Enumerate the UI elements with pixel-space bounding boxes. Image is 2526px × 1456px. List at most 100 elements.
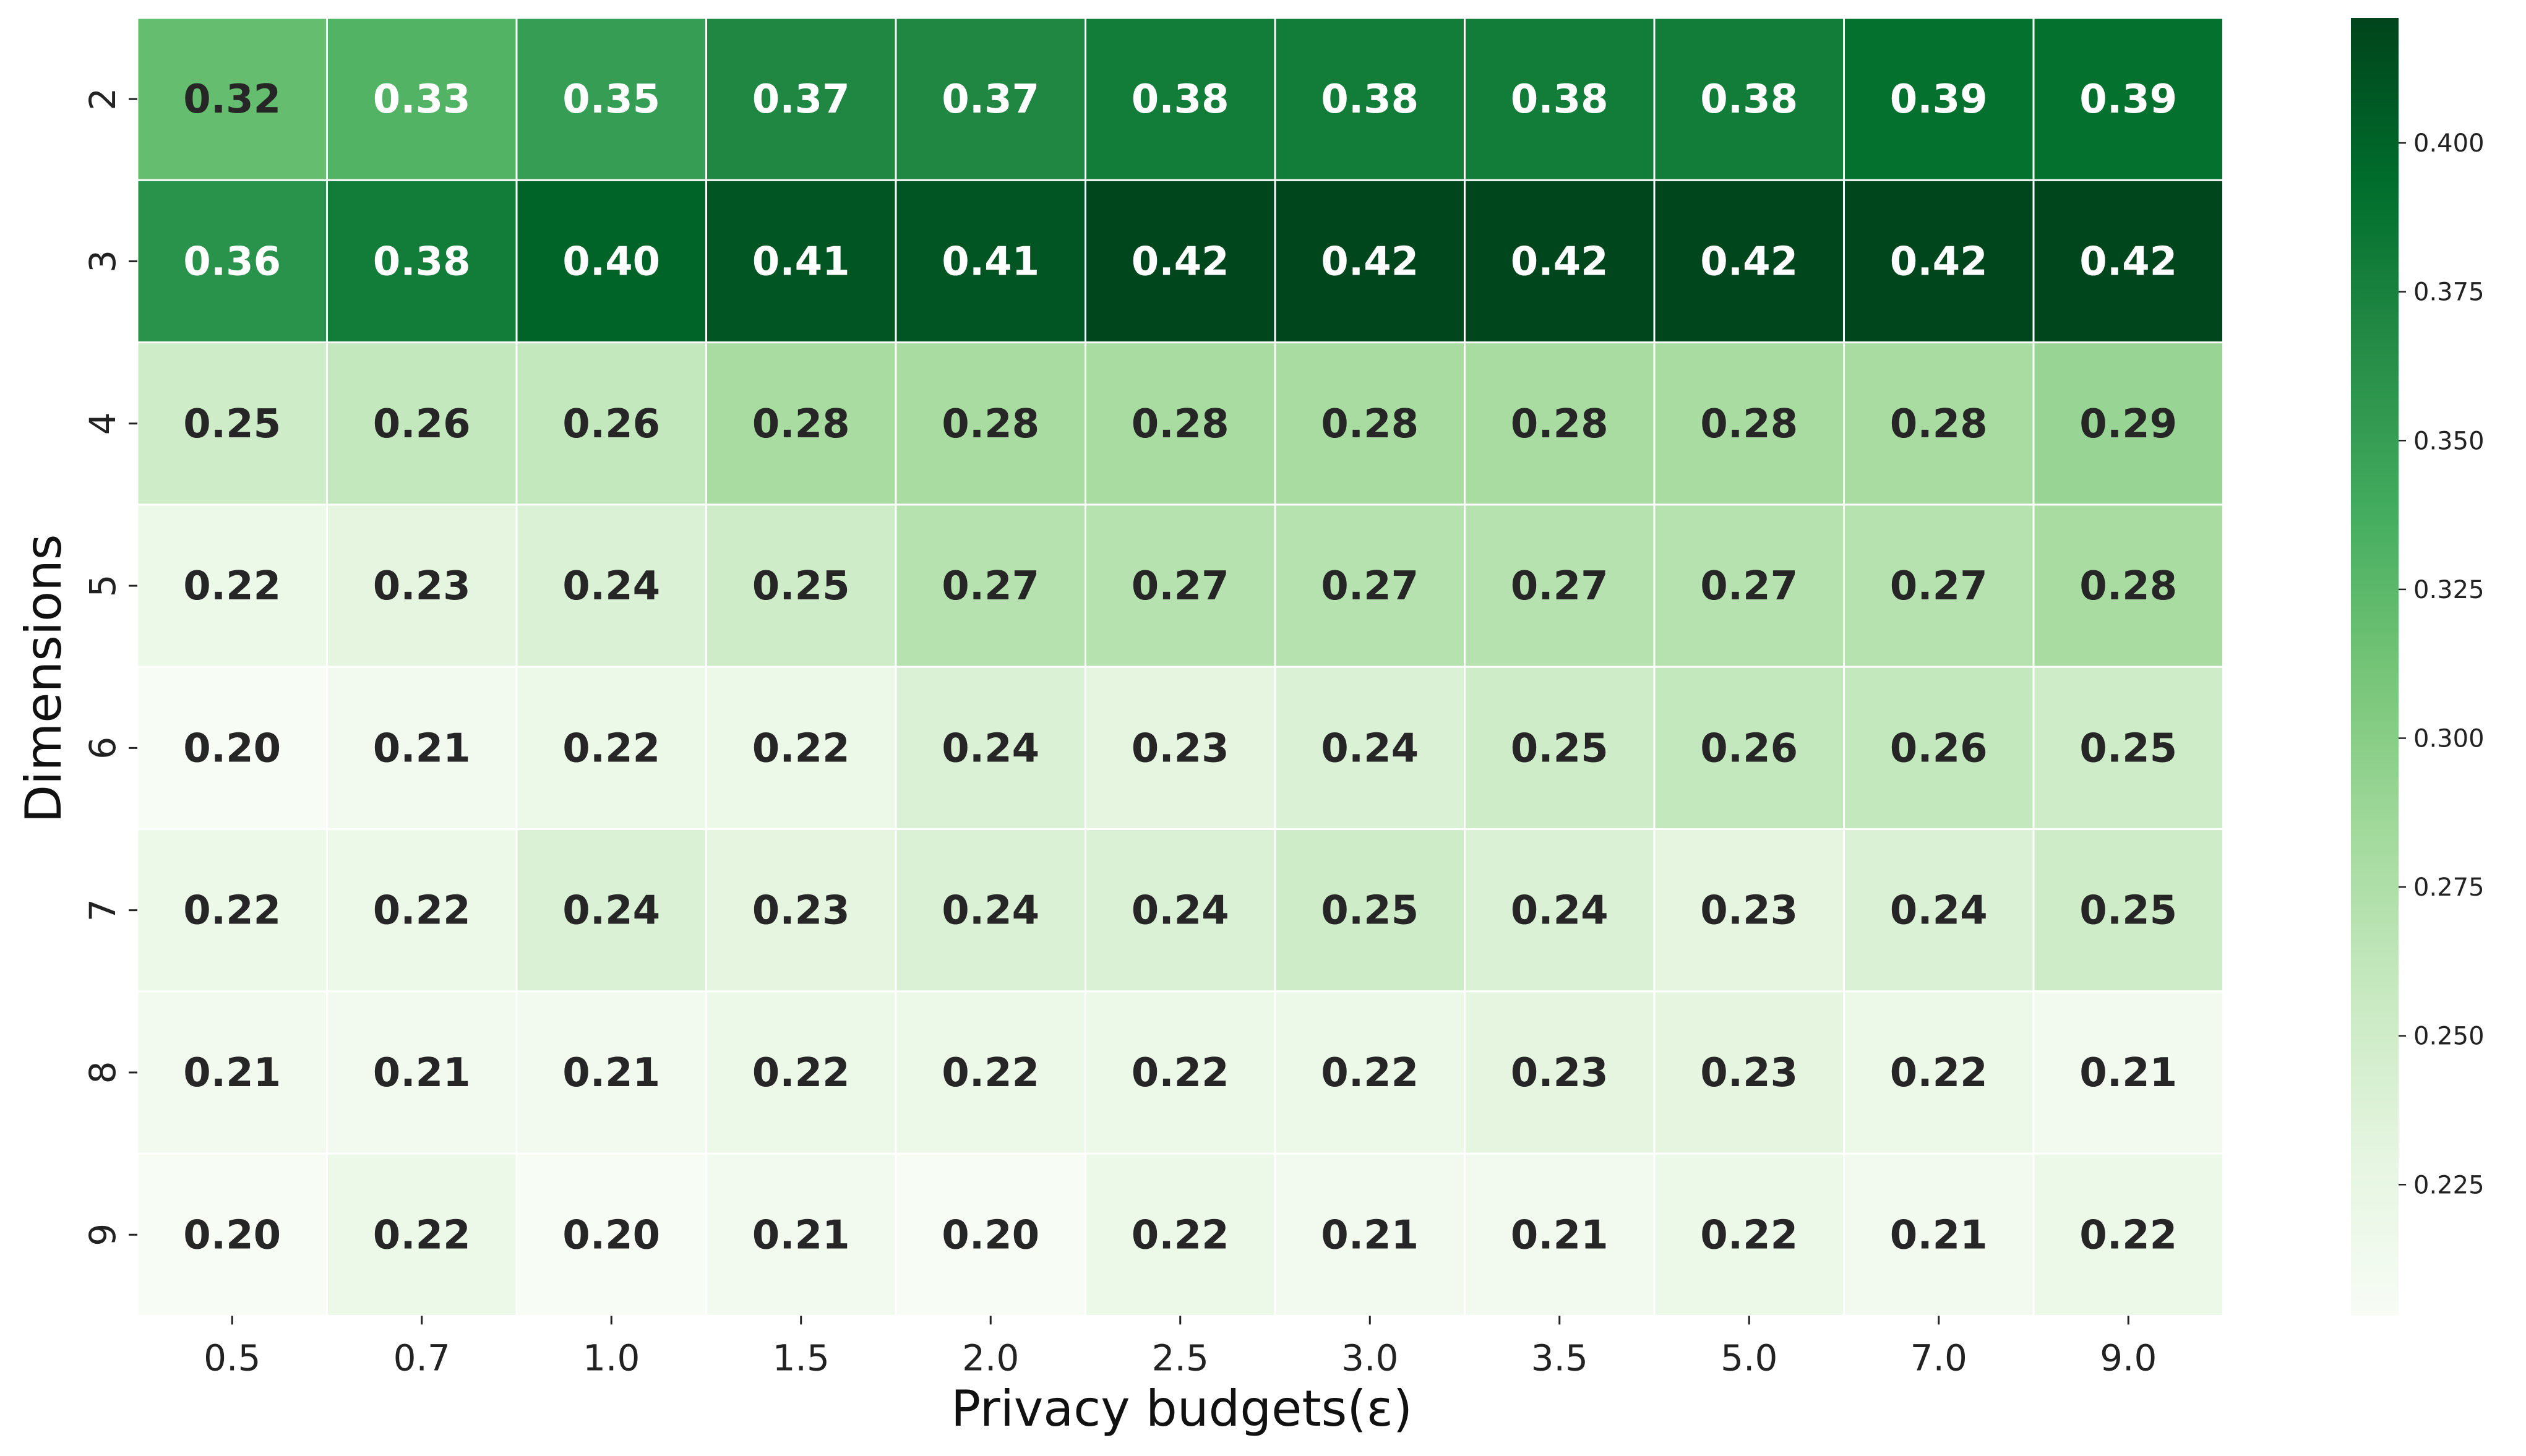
heatmap-cell — [1274, 503, 1466, 668]
heatmap-cell — [1085, 341, 1276, 506]
cell-value-label: 0.38 — [1700, 77, 1798, 122]
heatmap-cell — [326, 828, 518, 993]
x-axis-ticks: 0.5 0.7 1.0 1.5 2.0 2.5 3.0 3.5 5.0 7.0 9.0 — [204, 1316, 2157, 1379]
heatmap-cell — [136, 666, 328, 830]
cell-value-label: 0.21 — [2079, 1050, 2177, 1096]
heatmap-cell — [326, 503, 518, 668]
heatmap-cell — [326, 990, 518, 1155]
cell-value-label: 0.23 — [373, 563, 471, 609]
x-tick-label: 9.0 — [2100, 1337, 2157, 1379]
heatmap-cell — [1653, 990, 1845, 1155]
cell-value-label: 0.28 — [1700, 401, 1798, 447]
cell-value-label: 0.22 — [752, 1050, 850, 1096]
heatmap-cell — [1085, 1152, 1276, 1317]
colorbar-gradient — [2351, 18, 2399, 1316]
heatmap-cell — [1653, 503, 1845, 668]
cell-value-label: 0.22 — [1132, 1212, 1229, 1258]
heatmap-cell — [1843, 503, 2035, 668]
colorbar-tick-label: 0.300 — [2413, 724, 2485, 753]
heatmap-cell — [705, 666, 897, 830]
cell-value-label: 0.38 — [373, 239, 471, 285]
heatmap-cell — [136, 179, 328, 344]
cell-value-label: 0.22 — [1132, 1050, 1229, 1096]
cell-value-label: 0.21 — [373, 726, 471, 771]
x-axis-title: Privacy budgets(ε) — [951, 1380, 1412, 1437]
heatmap-cell — [895, 666, 1086, 830]
cell-value-label: 0.42 — [1700, 239, 1798, 285]
cell-value-label: 0.23 — [752, 888, 850, 934]
heatmap-cell — [895, 17, 1086, 181]
cell-value-label: 0.22 — [562, 726, 660, 771]
cell-value-label: 0.24 — [1321, 726, 1419, 771]
heatmap-cell — [2032, 17, 2224, 181]
cell-value-label: 0.24 — [562, 563, 660, 609]
cell-value-label: 0.42 — [1132, 239, 1229, 285]
heatmap-cell — [515, 666, 707, 830]
colorbar-tick-label: 0.325 — [2413, 576, 2485, 604]
heatmap-cell — [136, 341, 328, 506]
heatmap-cell — [326, 17, 518, 181]
heatmap-cell — [1843, 179, 2035, 344]
heatmap-cell — [136, 17, 328, 181]
cell-value-label: 0.22 — [1700, 1212, 1798, 1258]
cell-value-label: 0.20 — [183, 726, 281, 771]
x-tick-label: 7.0 — [1910, 1337, 1967, 1379]
cell-value-label: 0.23 — [1700, 888, 1798, 934]
cell-value-label: 0.37 — [752, 77, 850, 122]
y-tick-label: 3 — [82, 250, 124, 273]
cell-value-label: 0.20 — [562, 1212, 660, 1258]
x-tick-label: 3.0 — [1341, 1337, 1398, 1379]
cell-value-label: 0.21 — [1890, 1212, 1988, 1258]
cell-value-label: 0.36 — [183, 239, 281, 285]
heatmap-cell — [1653, 828, 1845, 993]
heatmap-cell — [1843, 17, 2035, 181]
heatmap-cell — [1274, 666, 1466, 830]
heatmap-cell — [1085, 179, 1276, 344]
cell-value-label: 0.38 — [1321, 77, 1419, 122]
heatmap-cell — [2032, 341, 2224, 506]
colorbar-tick-label: 0.250 — [2413, 1022, 2485, 1051]
x-tick-label: 1.5 — [773, 1337, 830, 1379]
cell-value-label: 0.22 — [373, 888, 471, 934]
cell-value-label: 0.37 — [942, 77, 1039, 122]
cell-value-label: 0.22 — [1321, 1050, 1419, 1096]
heatmap-cell — [705, 17, 897, 181]
heatmap-cell — [1274, 1152, 1466, 1317]
cell-value-label: 0.25 — [183, 401, 281, 447]
cell-value-label: 0.28 — [1132, 401, 1229, 447]
heatmap-cell — [895, 1152, 1086, 1317]
cell-value-label: 0.24 — [562, 888, 660, 934]
heatmap-cell — [705, 828, 897, 993]
heatmap-cell — [705, 503, 897, 668]
heatmap-cell — [1085, 666, 1276, 830]
cell-value-label: 0.21 — [562, 1050, 660, 1096]
heatmap-cell — [895, 503, 1086, 668]
cell-value-label: 0.38 — [1511, 77, 1609, 122]
cell-value-label: 0.23 — [1511, 1050, 1609, 1096]
cell-value-label: 0.24 — [1132, 888, 1229, 934]
x-tick-label: 2.0 — [962, 1337, 1019, 1379]
cell-value-label: 0.26 — [1890, 726, 1988, 771]
heatmap-cell — [136, 828, 328, 993]
cell-value-label: 0.23 — [1700, 1050, 1798, 1096]
cell-value-label: 0.38 — [1132, 77, 1229, 122]
heatmap-cell — [1653, 1152, 1845, 1317]
heatmap-cell — [2032, 666, 2224, 830]
heatmap-cell — [1843, 666, 2035, 830]
colorbar-tick-label: 0.400 — [2413, 129, 2485, 158]
cell-value-label: 0.42 — [1511, 239, 1609, 285]
heatmap-cell — [1274, 990, 1466, 1155]
cell-value-label: 0.20 — [183, 1212, 281, 1258]
heatmap-cell — [1464, 1152, 1656, 1317]
cell-value-label: 0.27 — [942, 563, 1039, 609]
heatmap-cell — [326, 666, 518, 830]
heatmap-cell — [895, 179, 1086, 344]
heatmap-cell — [1085, 503, 1276, 668]
cell-value-label: 0.22 — [183, 563, 281, 609]
heatmap-cell — [2032, 828, 2224, 993]
heatmap-cell — [1274, 341, 1466, 506]
heatmap-cell — [2032, 179, 2224, 344]
cell-value-label: 0.22 — [942, 1050, 1039, 1096]
cell-value-label: 0.20 — [942, 1212, 1039, 1258]
heatmap-cell — [515, 179, 707, 344]
